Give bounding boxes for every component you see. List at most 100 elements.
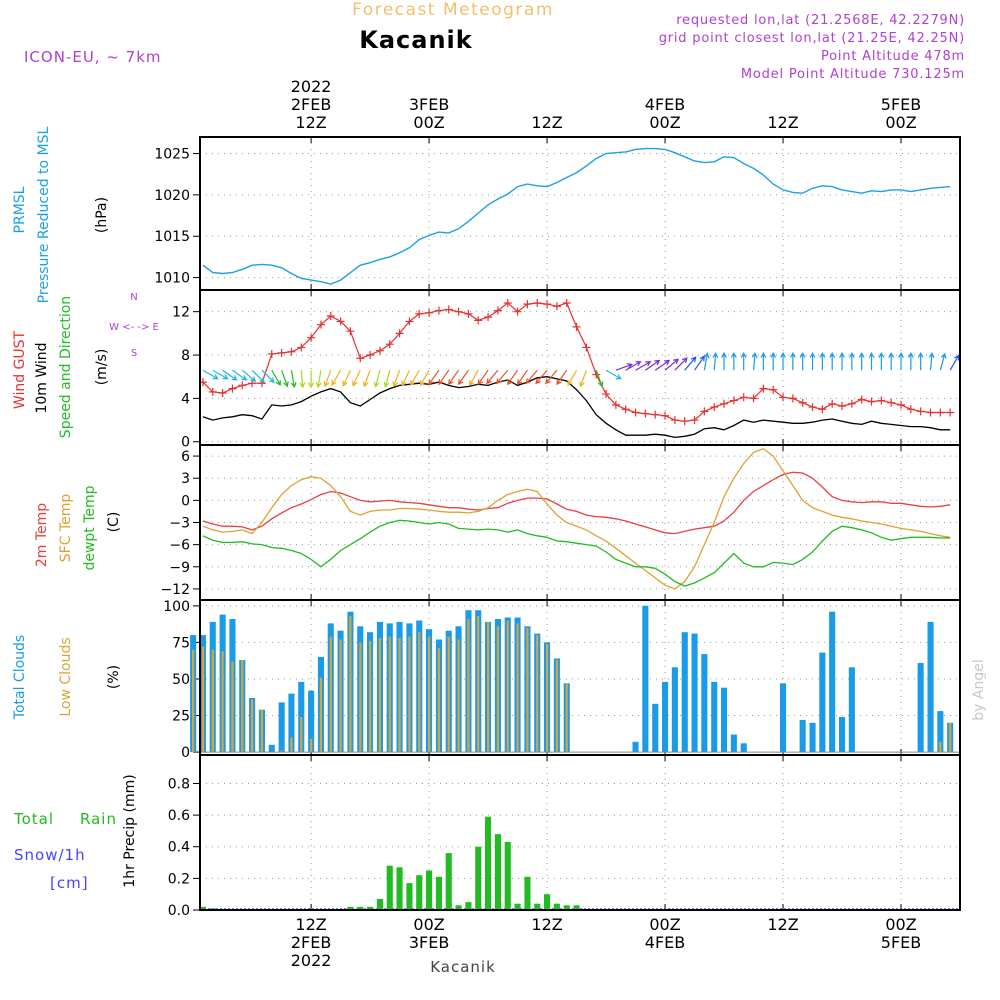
- wind-gust-marker: [385, 340, 394, 349]
- model-label: ICON-EU, ~ 7km: [24, 48, 162, 66]
- wind-gust-marker: [729, 396, 738, 405]
- y-tick-label: 0.4: [168, 840, 190, 856]
- y-tick-label: 0.8: [168, 776, 190, 792]
- low-cloud-bar: [516, 623, 519, 753]
- wind-gust-marker: [906, 405, 915, 414]
- time-label: 4FEB: [645, 95, 685, 114]
- low-cloud-bar: [388, 636, 391, 753]
- wind-gust-marker: [208, 387, 217, 396]
- wind-gust-marker: [847, 399, 856, 408]
- wind-direction-arrow: [496, 369, 509, 385]
- wind-direction-arrow: [261, 369, 275, 384]
- wind-gust-marker: [651, 410, 660, 419]
- wind-direction-arrow: [615, 363, 634, 371]
- low-cloud-bar: [251, 699, 254, 752]
- time-label: 3FEB: [409, 933, 449, 952]
- low-cloud-bar: [526, 627, 529, 753]
- wind-direction-arrow: [703, 352, 710, 371]
- rain-bar: [465, 902, 472, 910]
- low-cloud-bar: [437, 648, 440, 753]
- total-cloud-bar: [829, 611, 836, 753]
- wind-gust-marker: [680, 417, 689, 426]
- wind-direction-arrow: [625, 361, 642, 371]
- temp-dewpt-label: dewpt Temp: [82, 485, 98, 570]
- y-tick-label: 1010: [154, 271, 190, 287]
- wind-direction-arrow: [383, 370, 391, 388]
- low-cloud-bar: [290, 737, 293, 753]
- wind-gust-marker: [277, 348, 286, 357]
- wind-direction-arrow: [448, 369, 460, 386]
- wind-direction-arrow: [939, 352, 947, 371]
- wind-gust-marker: [543, 300, 552, 309]
- y-tick-label: 100: [163, 599, 190, 615]
- compass-north: N: [130, 292, 137, 303]
- wind-gust-marker: [316, 320, 325, 329]
- rain-bar: [553, 903, 560, 910]
- wind-direction-arrow: [694, 355, 706, 371]
- location-title: Kacanik: [359, 26, 473, 54]
- pressure-panel: PRMSL Pressure Reduced to MSL (hPa): [12, 126, 110, 303]
- footer-location: Kacanik: [430, 958, 496, 976]
- low-cloud-bar: [310, 738, 313, 753]
- requested-coords: requested lon,lat (21.2568E, 42.2279N): [676, 13, 965, 28]
- total-cloud-bar: [652, 703, 659, 753]
- point-altitude: Point Altitude 478m: [821, 49, 965, 64]
- pressure-msl-label: Pressure Reduced to MSL: [36, 126, 52, 303]
- y-tick-label: 0: [181, 435, 190, 451]
- rain-bar: [376, 898, 383, 910]
- total-cloud-bar: [632, 741, 639, 752]
- low-cloud-bar: [467, 619, 470, 753]
- wind-gust-marker: [828, 399, 837, 408]
- total-cloud-bar: [721, 687, 728, 752]
- wind-gust-marker: [916, 407, 925, 416]
- wind-gust-marker: [897, 400, 906, 409]
- wind-direction-arrow: [878, 351, 885, 371]
- y-tick-label: 1015: [154, 229, 190, 245]
- wind-gust-marker: [415, 309, 424, 318]
- wind-gust-marker: [818, 405, 827, 414]
- wind-gust-marker: [267, 349, 276, 358]
- wind-gust-marker: [464, 309, 473, 318]
- wind-direction-arrow: [392, 370, 401, 388]
- wind-direction-arrow: [251, 369, 266, 384]
- plot-area: 101010151020102504812−12−9−6−30360255075…: [154, 136, 961, 919]
- y-tick-label: 0.6: [168, 808, 190, 824]
- grid-point-coords: grid point closest lon,lat (21.25E, 42.2…: [659, 31, 965, 46]
- wind-gust-marker: [700, 407, 709, 416]
- wind-gust-marker: [720, 399, 729, 408]
- total-cloud-bar: [268, 744, 275, 753]
- y-tick-label: −3: [169, 516, 190, 532]
- total-cloud-bar: [780, 683, 787, 752]
- total-label: Total: [13, 810, 54, 828]
- wind-direction-arrow: [342, 369, 351, 387]
- rain-bar: [426, 870, 433, 910]
- wind-direction-arrow: [868, 351, 875, 371]
- wind-gust-marker: [434, 306, 443, 315]
- wind-direction-arrow: [829, 351, 836, 371]
- compass-icon: N W <- -> E S: [109, 292, 159, 359]
- watermark: by Angel: [971, 659, 987, 720]
- wind-direction-arrow: [888, 351, 895, 371]
- low-cloud-bar: [349, 616, 352, 753]
- wind-direction-arrow: [635, 361, 652, 371]
- total-cloud-bar: [839, 717, 846, 753]
- wind-direction-arrow: [789, 351, 796, 371]
- wind-direction-arrow: [949, 354, 960, 371]
- compass-south: S: [131, 348, 137, 359]
- rain-bar: [524, 876, 531, 910]
- wind-direction-arrow: [271, 369, 281, 387]
- wind-gust-marker: [631, 408, 640, 417]
- wind-direction-arrow: [819, 351, 826, 371]
- wind-direction-arrow: [664, 358, 680, 371]
- y-tick-label: 0: [181, 493, 190, 509]
- wind-gust-marker: [484, 313, 493, 322]
- time-label: 00Z: [649, 113, 680, 132]
- wind-direction-arrow: [323, 370, 332, 388]
- total-cloud-bar: [917, 662, 924, 753]
- wind-gust-marker: [297, 343, 306, 352]
- temp-2m-line: [202, 471, 951, 535]
- rain-bar: [386, 865, 393, 910]
- wind-direction-arrow: [567, 369, 578, 387]
- y-tick-label: 50: [172, 672, 190, 688]
